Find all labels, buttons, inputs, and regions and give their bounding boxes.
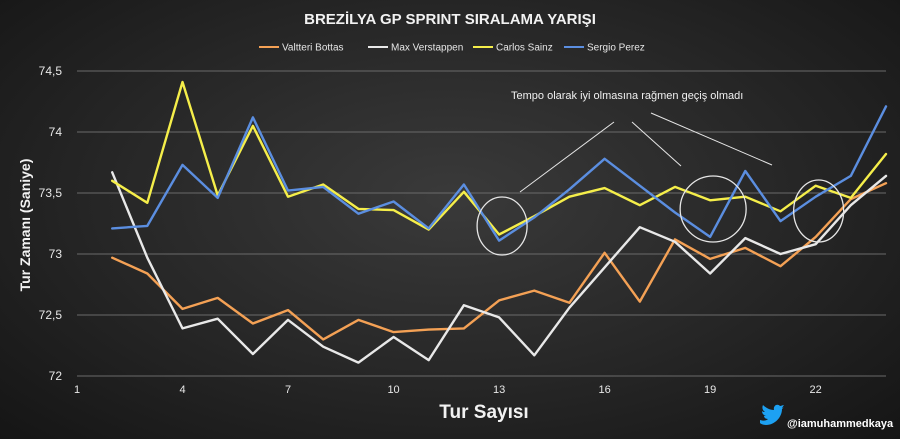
chart-title: BREZİLYA GP SPRINT SIRALAMA YARIŞI xyxy=(304,11,596,28)
legend: Valtteri Bottas Max Verstappen Carlos Sain… xyxy=(259,43,645,54)
y-tick-label-2: 73 xyxy=(49,247,63,261)
twitter-bird-icon xyxy=(760,404,784,425)
series-lines xyxy=(110,80,888,364)
y-tick-label-0: 72 xyxy=(49,369,63,383)
x-tick-label-6: 19 xyxy=(704,384,716,396)
y-tick-label-5: 74,5 xyxy=(39,64,63,78)
y-tick-label-4: 74 xyxy=(49,125,63,139)
annotation-text: Tempo olarak iyi olmasına rağmen geçiş o… xyxy=(511,90,743,102)
x-tick-label-7: 22 xyxy=(810,384,822,396)
series-line-1 xyxy=(110,171,888,364)
y-tick-label-3: 73,5 xyxy=(39,186,63,200)
x-axis: 1 4 7 10 13 16 19 22 xyxy=(74,384,822,396)
twitter-handle: @iamuhammedkaya xyxy=(787,418,894,430)
series-line-0 xyxy=(110,181,888,341)
highlight-circle-1 xyxy=(679,175,747,243)
annotation: Tempo olarak iyi olmasına rağmen geçiş o… xyxy=(476,90,845,256)
annotation-arrow-1 xyxy=(631,121,682,167)
y-axis-label: Tur Zamanı (Saniye) xyxy=(17,159,33,292)
x-axis-label: Tur Sayısı xyxy=(439,402,528,423)
annotation-arrow-0 xyxy=(519,121,615,193)
series-line-3 xyxy=(110,105,888,242)
legend-label-1: Max Verstappen xyxy=(391,43,463,54)
legend-label-2: Carlos Sainz xyxy=(496,43,553,54)
footer: @iamuhammedkaya xyxy=(760,404,894,430)
y-axis: 72 72,5 73 73,5 74 74,5 xyxy=(39,64,63,383)
x-tick-label-2: 7 xyxy=(285,384,291,396)
highlight-circle-2 xyxy=(793,179,845,243)
x-tick-label-4: 13 xyxy=(493,384,505,396)
legend-label-3: Sergio Perez xyxy=(587,43,645,54)
highlight-circle-0 xyxy=(476,196,528,256)
y-tick-label-1: 72,5 xyxy=(39,308,63,322)
x-tick-label-3: 10 xyxy=(387,384,399,396)
x-tick-label-5: 16 xyxy=(598,384,610,396)
x-tick-label-0: 1 xyxy=(74,384,80,396)
legend-label-0: Valtteri Bottas xyxy=(282,43,344,54)
x-tick-label-1: 4 xyxy=(179,384,185,396)
series-line-2 xyxy=(110,80,888,236)
grid xyxy=(77,70,886,377)
annotation-arrow-2 xyxy=(650,112,773,166)
